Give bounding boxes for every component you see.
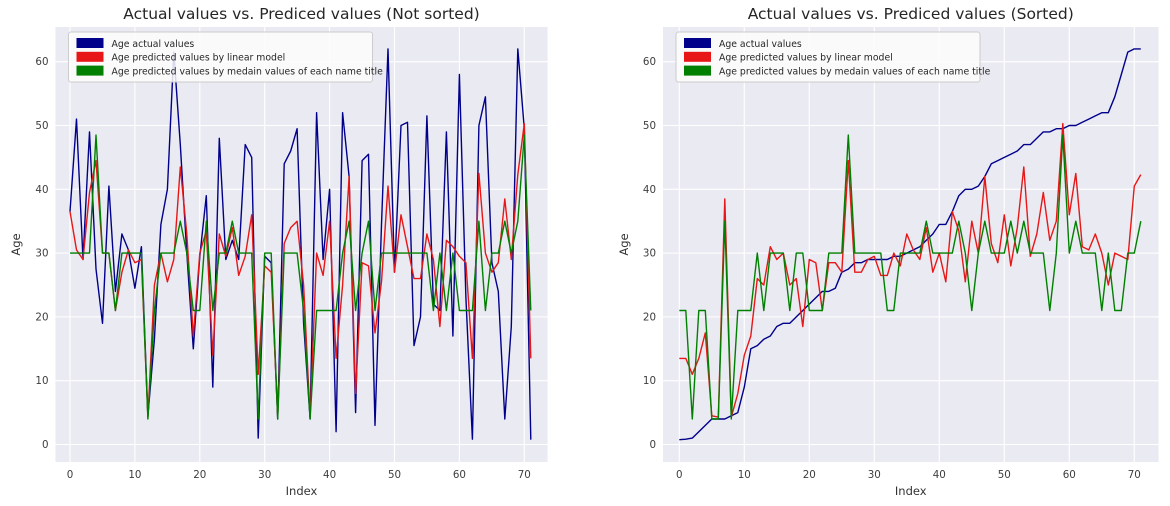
y-tick-label: 30 bbox=[35, 248, 48, 260]
x-axis-label: Index bbox=[895, 484, 927, 498]
x-tick-label: 60 bbox=[453, 469, 466, 481]
series-lines bbox=[679, 48, 1142, 441]
x-tick-label: 70 bbox=[1128, 469, 1141, 481]
x-tick-label: 60 bbox=[1063, 469, 1076, 481]
y-tick-label: 50 bbox=[35, 120, 48, 132]
series-line-median_title bbox=[70, 134, 532, 420]
chart-sorted: 0 10 20 30 40 50 60 70 0 10 20 30 40 50 60 Age actual … bbox=[617, 5, 1159, 498]
x-tick-label: 10 bbox=[738, 469, 751, 481]
y-tick-label: 20 bbox=[643, 311, 656, 323]
y-tick-label: 0 bbox=[42, 439, 49, 451]
legend-swatch-actual bbox=[684, 38, 711, 48]
x-tick-label: 30 bbox=[868, 469, 881, 481]
y-tick-label: 10 bbox=[35, 375, 48, 387]
chart-title: Actual values vs. Prediced values (Not s… bbox=[123, 5, 479, 23]
y-tick-label: 50 bbox=[643, 120, 656, 132]
y-tick-label: 60 bbox=[35, 56, 48, 68]
series-line-actual bbox=[679, 48, 1141, 441]
x-tick-label: 40 bbox=[323, 469, 336, 481]
tick-labels: 0 10 20 30 40 50 60 70 0 10 20 30 40 50 60 bbox=[643, 56, 1141, 481]
y-axis-label: Age bbox=[617, 233, 631, 255]
legend-label-median_title: Age predicted values by medain values of… bbox=[719, 66, 991, 77]
legend-box bbox=[675, 31, 981, 83]
y-tick-label: 60 bbox=[643, 56, 656, 68]
x-tick-label: 50 bbox=[998, 469, 1011, 481]
series-line-median_title bbox=[679, 134, 1142, 420]
legend-swatch-median_title bbox=[684, 65, 711, 76]
y-tick-label: 0 bbox=[649, 439, 656, 451]
legend-box bbox=[68, 31, 373, 83]
x-tick-label: 20 bbox=[803, 469, 816, 481]
y-tick-label: 10 bbox=[643, 375, 656, 387]
y-tick-label: 30 bbox=[643, 248, 656, 260]
tick-labels: 0 10 20 30 40 50 60 70 0 10 20 30 40 50 60 bbox=[35, 56, 530, 481]
legend-swatch-linear_model bbox=[684, 51, 711, 62]
legend-swatch-median_title bbox=[76, 65, 104, 76]
x-tick-label: 20 bbox=[193, 469, 206, 481]
legend-label-linear_model: Age predicted values by linear model bbox=[112, 53, 286, 64]
x-axis-label: Index bbox=[286, 484, 318, 498]
legend-label-actual: Age actual values bbox=[719, 39, 802, 50]
series-lines bbox=[69, 48, 532, 440]
x-tick-label: 10 bbox=[128, 469, 141, 481]
y-tick-label: 40 bbox=[643, 184, 656, 196]
legend-label-linear_model: Age predicted values by linear model bbox=[719, 53, 893, 64]
x-tick-label: 0 bbox=[67, 469, 74, 481]
chart-title: Actual values vs. Prediced values (Sorte… bbox=[748, 5, 1074, 23]
chart-not-sorted: 0 10 20 30 40 50 60 70 0 10 20 30 40 50 60 Age actual … bbox=[9, 5, 548, 498]
legend-swatch-linear_model bbox=[76, 51, 104, 62]
x-tick-label: 0 bbox=[676, 469, 683, 481]
x-tick-label: 40 bbox=[933, 469, 946, 481]
x-tick-label: 70 bbox=[518, 469, 531, 481]
series-line-linear_model bbox=[679, 122, 1142, 418]
gridlines bbox=[663, 27, 1159, 462]
x-tick-label: 30 bbox=[258, 469, 271, 481]
x-tick-label: 50 bbox=[388, 469, 401, 481]
y-tick-label: 40 bbox=[35, 184, 48, 196]
legend-label-median_title: Age predicted values by medain values of… bbox=[112, 66, 384, 77]
legend: Age actual values Age predicted values by… bbox=[68, 31, 384, 83]
legend-swatch-actual bbox=[76, 38, 104, 48]
legend: Age actual values Age predicted values by… bbox=[675, 31, 991, 83]
y-axis-label: Age bbox=[9, 233, 23, 255]
legend-label-actual: Age actual values bbox=[112, 39, 195, 50]
y-tick-label: 20 bbox=[35, 311, 48, 323]
